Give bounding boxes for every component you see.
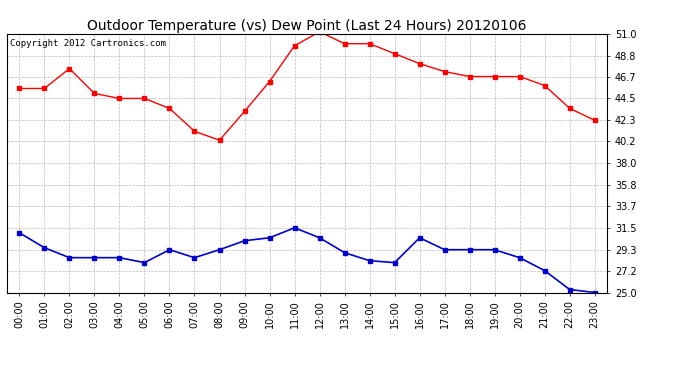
- Text: Copyright 2012 Cartronics.com: Copyright 2012 Cartronics.com: [10, 39, 166, 48]
- Title: Outdoor Temperature (vs) Dew Point (Last 24 Hours) 20120106: Outdoor Temperature (vs) Dew Point (Last…: [88, 19, 526, 33]
